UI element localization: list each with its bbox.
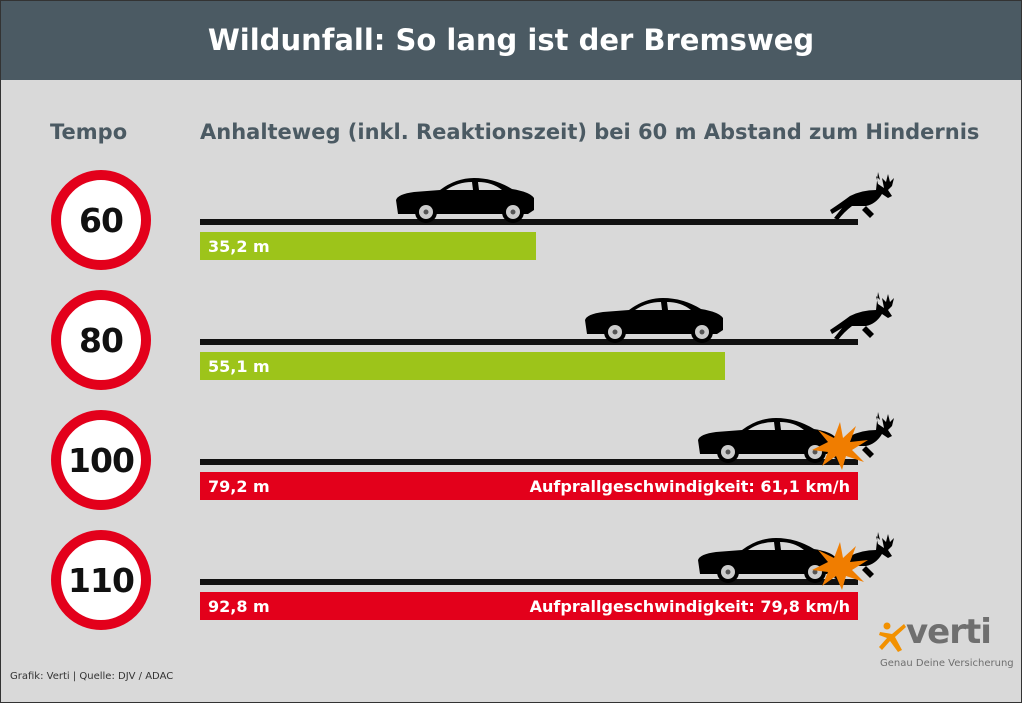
- stopping-distance-label: 35,2 m: [208, 236, 270, 256]
- road-line: [200, 459, 858, 465]
- speed-row-80: 80 55,1 m: [0, 290, 1022, 410]
- source-credit: Grafik: Verti | Quelle: DJV / ADAC: [10, 671, 174, 682]
- header: Wildunfall: So lang ist der Bremsweg: [0, 0, 1022, 80]
- road-line: [200, 339, 858, 345]
- stopping-distance-label: 55,1 m: [208, 356, 270, 376]
- car-icon: [698, 418, 836, 463]
- impact-burst-icon: [812, 422, 868, 470]
- impact-speed-label: Aufprallgeschwindigkeit: 61,1 km/h: [529, 476, 850, 496]
- road-line: [200, 579, 858, 585]
- deer-icon: [830, 172, 894, 220]
- verti-figure-icon: [879, 622, 906, 652]
- stopping-distance-bar: 79,2 m Aufprallgeschwindigkeit: 61,1 km/…: [200, 472, 858, 500]
- impact-burst-icon: [812, 542, 868, 590]
- car-icon: [395, 178, 534, 223]
- speed-row-60: 60 35,2 m: [0, 170, 1022, 290]
- car-icon: [698, 538, 836, 583]
- speed-row-110: 110 92,8 m Aufprallgeschwindigkeit: 79,8…: [0, 530, 1022, 650]
- car-icon: [585, 298, 724, 343]
- stopping-distance-bar: 55,1 m: [200, 352, 726, 380]
- speed-sign: 100: [51, 410, 151, 510]
- speed-sign: 110: [51, 530, 151, 630]
- speed-sign: 60: [51, 170, 151, 270]
- speed-row-100: 100 79,2 m Aufprallgeschwindigkeit: 61,1…: [0, 410, 1022, 530]
- tempo-heading: Tempo: [50, 120, 128, 144]
- chart-heading: Anhalteweg (inkl. Reaktionszeit) bei 60 …: [200, 120, 980, 144]
- stopping-distance-bar: 92,8 m Aufprallgeschwindigkeit: 79,8 km/…: [200, 592, 858, 620]
- stopping-distance-bar: 35,2 m: [200, 232, 536, 260]
- stopping-distance-label: 92,8 m: [208, 596, 270, 616]
- stopping-distance-label: 79,2 m: [208, 476, 270, 496]
- road-line: [200, 219, 858, 225]
- deer-icon: [830, 292, 894, 340]
- impact-speed-label: Aufprallgeschwindigkeit: 79,8 km/h: [529, 596, 850, 616]
- speed-sign: 80: [51, 290, 151, 390]
- page-title: Wildunfall: So lang ist der Bremsweg: [207, 23, 815, 57]
